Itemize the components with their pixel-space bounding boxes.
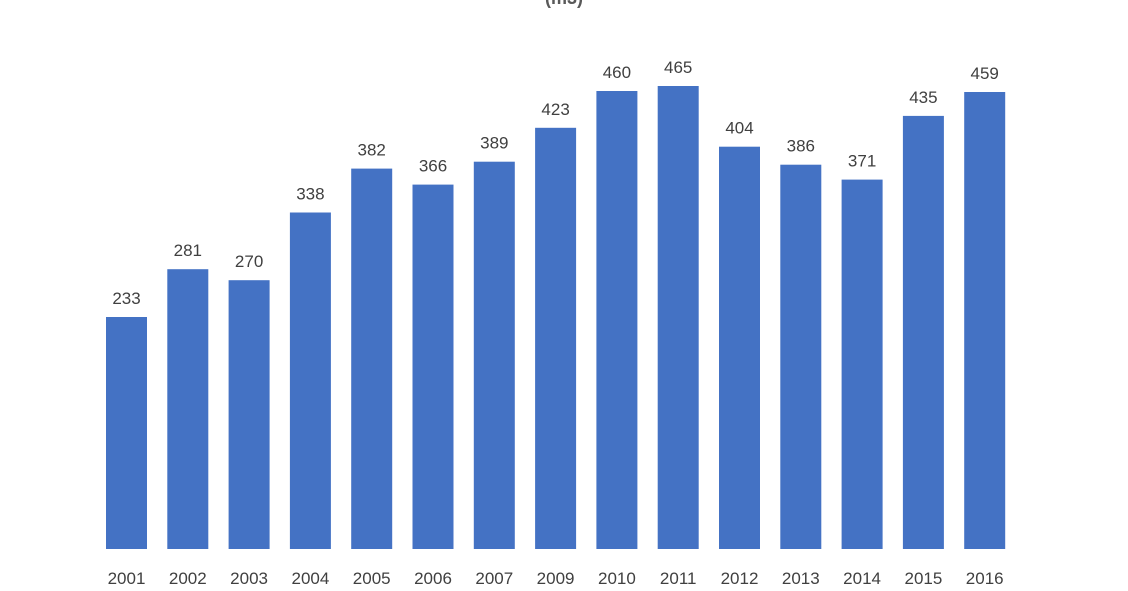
x-tick-label-2014: 2014 — [843, 569, 881, 588]
x-tick-label-2016: 2016 — [966, 569, 1004, 588]
bar-2010 — [596, 91, 638, 549]
x-tick-label-2006: 2006 — [414, 569, 452, 588]
x-tick-label-2007: 2007 — [475, 569, 513, 588]
data-label-2002: 281 — [174, 241, 202, 260]
data-label-2014: 371 — [848, 152, 876, 171]
x-tick-label-2001: 2001 — [108, 569, 146, 588]
data-label-2003: 270 — [235, 252, 263, 271]
data-label-2011: 465 — [664, 58, 692, 77]
x-tick-label-2013: 2013 — [782, 569, 820, 588]
x-tick-label-2004: 2004 — [291, 569, 329, 588]
bar-2006 — [412, 184, 454, 549]
data-label-2006: 366 — [419, 157, 447, 176]
data-label-2013: 386 — [787, 137, 815, 156]
data-label-2010: 460 — [603, 63, 631, 82]
bar-2009 — [535, 127, 577, 550]
data-label-2009: 423 — [541, 100, 569, 119]
bar-2016 — [964, 92, 1006, 549]
x-tick-label-2005: 2005 — [353, 569, 391, 588]
bar-2015 — [902, 115, 944, 550]
bar-2004 — [289, 212, 331, 549]
bar-2002 — [167, 269, 209, 549]
bar-2003 — [228, 280, 270, 549]
bar-2005 — [351, 168, 393, 549]
bar-2013 — [780, 164, 822, 549]
x-tick-label-2009: 2009 — [537, 569, 575, 588]
data-label-2001: 233 — [112, 289, 140, 308]
x-tick-label-2010: 2010 — [598, 569, 636, 588]
x-tick-label-2011: 2011 — [660, 569, 697, 588]
data-label-2012: 404 — [725, 119, 753, 138]
bar-2001 — [106, 317, 147, 549]
data-label-2007: 389 — [480, 134, 508, 153]
bar-2011 — [657, 86, 699, 549]
bar-2007 — [473, 161, 515, 549]
bar-2014 — [841, 179, 883, 549]
bar-2012 — [719, 146, 760, 549]
x-tick-label-2003: 2003 — [230, 569, 268, 588]
x-tick-label-2012: 2012 — [721, 569, 759, 588]
x-tick-label-2015: 2015 — [904, 569, 942, 588]
x-tick-label-2002: 2002 — [169, 569, 207, 588]
data-label-2015: 435 — [909, 88, 937, 107]
data-label-2004: 338 — [296, 185, 324, 204]
data-label-2016: 459 — [971, 64, 999, 83]
chart-title: (m3) — [0, 0, 1128, 9]
data-label-2005: 382 — [358, 141, 386, 160]
